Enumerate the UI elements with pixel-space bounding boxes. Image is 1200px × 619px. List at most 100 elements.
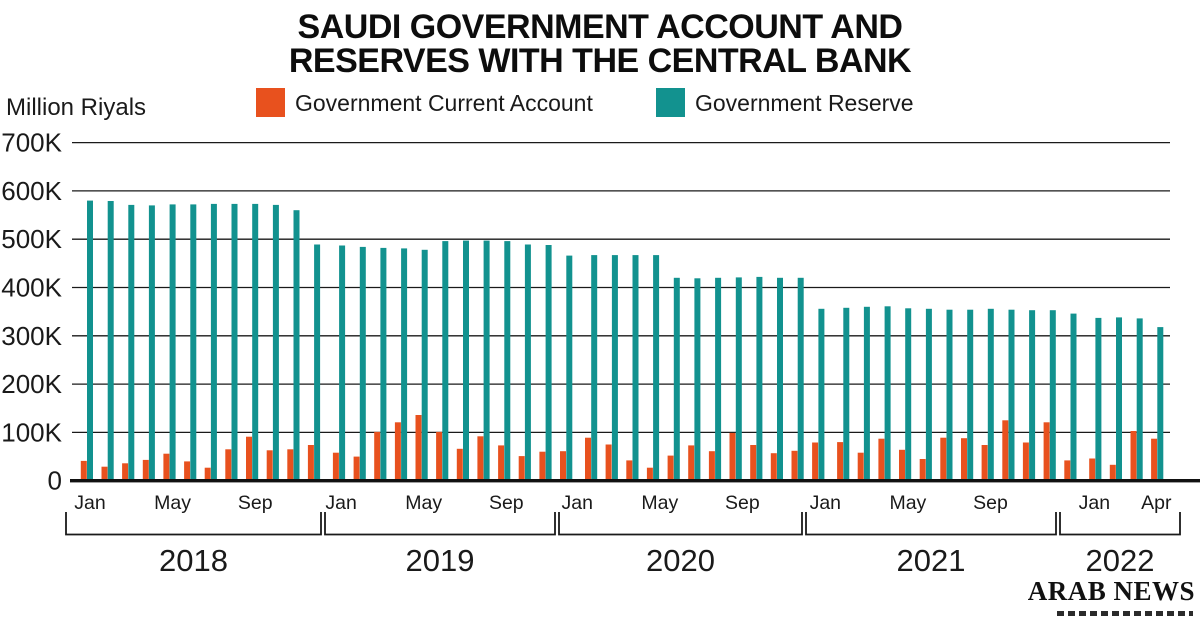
bar-reserve-Dec-2018 bbox=[314, 244, 321, 481]
bar-current-account-May-2020 bbox=[667, 455, 674, 481]
bar-reserve-Feb-2019 bbox=[359, 246, 366, 481]
bar-reserve-Jul-2018 bbox=[210, 203, 217, 481]
bar-current-account-Sep-2019 bbox=[498, 445, 505, 481]
year-labels: 2018 2019 2020 2021 2022 bbox=[159, 543, 1154, 578]
bar-reserve-Oct-2020 bbox=[777, 277, 783, 481]
bar-current-account-Jan-2022 bbox=[1089, 458, 1096, 481]
bar-reserve-Jun-2021 bbox=[946, 309, 953, 481]
bar-current-account-Jul-2018 bbox=[204, 467, 211, 481]
bar-reserve-Nov-2020 bbox=[797, 277, 804, 481]
bar-current-account-Feb-2018 bbox=[101, 466, 108, 481]
bar-current-account-Feb-2022 bbox=[1109, 464, 1116, 481]
reserve-swatch-icon bbox=[656, 88, 685, 117]
bar-current-account-May-2018 bbox=[163, 453, 170, 481]
bar-reserve-Nov-2018 bbox=[293, 210, 300, 481]
bar-current-account-Feb-2019 bbox=[353, 456, 360, 481]
year-bracket-2020 bbox=[558, 512, 803, 536]
bar-reserve-Aug-2021 bbox=[987, 308, 994, 481]
bar-current-account-Dec-2019 bbox=[560, 451, 566, 481]
bar-current-account-Mar-2018 bbox=[122, 463, 129, 481]
y-tick-label: 600K bbox=[1, 176, 62, 206]
bar-current-account-Aug-2021 bbox=[981, 445, 988, 481]
year-label-2018: 2018 bbox=[159, 543, 228, 578]
year-bracket-2018 bbox=[65, 512, 322, 536]
bar-reserve-Dec-2021 bbox=[1070, 313, 1077, 481]
bar-reserve-May-2018 bbox=[169, 204, 176, 481]
bar-current-account-Jul-2021 bbox=[961, 438, 967, 481]
bar-current-account-Apr-2022 bbox=[1151, 438, 1158, 481]
bar-reserve-Sep-2018 bbox=[252, 203, 259, 481]
bar-current-account-Apr-2018 bbox=[142, 459, 149, 481]
bar-reserve-Jul-2020 bbox=[715, 277, 722, 481]
month-tick-label: Apr bbox=[1141, 492, 1172, 514]
x-axis-line bbox=[70, 479, 1200, 483]
bar-current-account-May-2021 bbox=[919, 459, 926, 481]
bar-reserve-Nov-2019 bbox=[545, 245, 552, 481]
bar-current-account-Dec-2021 bbox=[1064, 460, 1071, 481]
bar-reserve-Jan-2019 bbox=[339, 245, 346, 481]
bar-current-account-Mar-2019 bbox=[374, 431, 381, 481]
bar-current-account-Nov-2018 bbox=[287, 449, 294, 481]
bar-current-account-Aug-2020 bbox=[729, 432, 736, 481]
month-tick-label: Jan bbox=[1079, 492, 1110, 514]
month-tick-label: May bbox=[405, 492, 442, 514]
y-axis-labels: 700K 600K 500K 400K 300K 200K 100K 0 bbox=[1, 128, 62, 496]
month-tick-label: Sep bbox=[725, 492, 760, 514]
logo-subline-cropped bbox=[1057, 611, 1193, 616]
bar-reserve-May-2021 bbox=[925, 308, 932, 481]
bars-current-account bbox=[80, 415, 1158, 481]
bar-reserve-Nov-2021 bbox=[1049, 310, 1056, 481]
bar-current-account-Dec-2018 bbox=[307, 445, 314, 481]
bar-reserve-Apr-2021 bbox=[905, 308, 912, 481]
bar-reserve-May-2020 bbox=[673, 277, 680, 481]
month-tick-label: Sep bbox=[238, 492, 273, 514]
bar-current-account-May-2019 bbox=[415, 415, 422, 481]
bar-current-account-Apr-2019 bbox=[394, 422, 401, 481]
year-bracket-2021 bbox=[805, 512, 1057, 536]
year-brackets bbox=[65, 512, 1181, 536]
year-bracket-2022 bbox=[1059, 512, 1181, 536]
bar-current-account-Sep-2018 bbox=[246, 436, 252, 481]
bar-reserve-Oct-2021 bbox=[1029, 310, 1036, 481]
month-labels: Jan May Sep Jan May Sep Jan May Sep Jan May Sep Jan A… bbox=[74, 492, 1172, 514]
bar-reserve-Mar-2019 bbox=[380, 247, 387, 481]
bar-current-account-Jun-2019 bbox=[436, 431, 443, 481]
bar-reserve-Apr-2018 bbox=[148, 205, 155, 481]
bar-reserve-Mar-2020 bbox=[632, 255, 639, 481]
bar-current-account-Jul-2019 bbox=[456, 448, 463, 481]
month-tick-label: Sep bbox=[973, 492, 1008, 514]
legend-label-current-account: Government Current Account bbox=[295, 90, 593, 116]
bar-current-account-Jun-2020 bbox=[688, 445, 695, 481]
bar-current-account-Oct-2021 bbox=[1022, 442, 1029, 481]
bar-reserve-Oct-2019 bbox=[524, 244, 531, 481]
bar-reserve-Sep-2021 bbox=[1008, 309, 1015, 481]
bar-current-account-Dec-2020 bbox=[812, 442, 819, 481]
bar-current-account-Apr-2020 bbox=[646, 467, 653, 481]
bar-reserve-Feb-2022 bbox=[1116, 317, 1122, 481]
bar-current-account-Jan-2020 bbox=[585, 437, 591, 481]
month-tick-label: Jan bbox=[810, 492, 841, 514]
current-account-swatch-icon bbox=[256, 88, 285, 117]
bar-reserve-Mar-2021 bbox=[884, 306, 891, 481]
month-tick-label: Jan bbox=[325, 492, 356, 514]
bar-current-account-Oct-2018 bbox=[266, 450, 273, 481]
bar-reserve-Jan-2021 bbox=[843, 307, 850, 481]
bar-current-account-Nov-2019 bbox=[539, 451, 546, 481]
chart-title: SAUDI GOVERNMENT ACCOUNT AND RESERVES WI… bbox=[288, 8, 912, 80]
y-axis-unit-label: Million Riyals bbox=[6, 94, 147, 121]
y-tick-label: 200K bbox=[1, 369, 62, 399]
month-tick-label: May bbox=[641, 492, 678, 514]
bar-reserve-Sep-2020 bbox=[756, 276, 763, 481]
y-tick-label: 500K bbox=[1, 224, 62, 254]
bar-reserve-Jul-2019 bbox=[463, 240, 469, 481]
bar-current-account-Oct-2019 bbox=[518, 456, 525, 481]
bar-reserve-Oct-2018 bbox=[272, 204, 279, 481]
bar-current-account-Jan-2021 bbox=[837, 442, 844, 481]
month-tick-label: Jan bbox=[561, 492, 592, 514]
bar-reserve-Jul-2021 bbox=[967, 309, 974, 481]
y-tick-label: 300K bbox=[1, 321, 62, 351]
bar-reserve-Jan-2020 bbox=[591, 255, 598, 481]
bar-current-account-Sep-2020 bbox=[750, 445, 757, 481]
